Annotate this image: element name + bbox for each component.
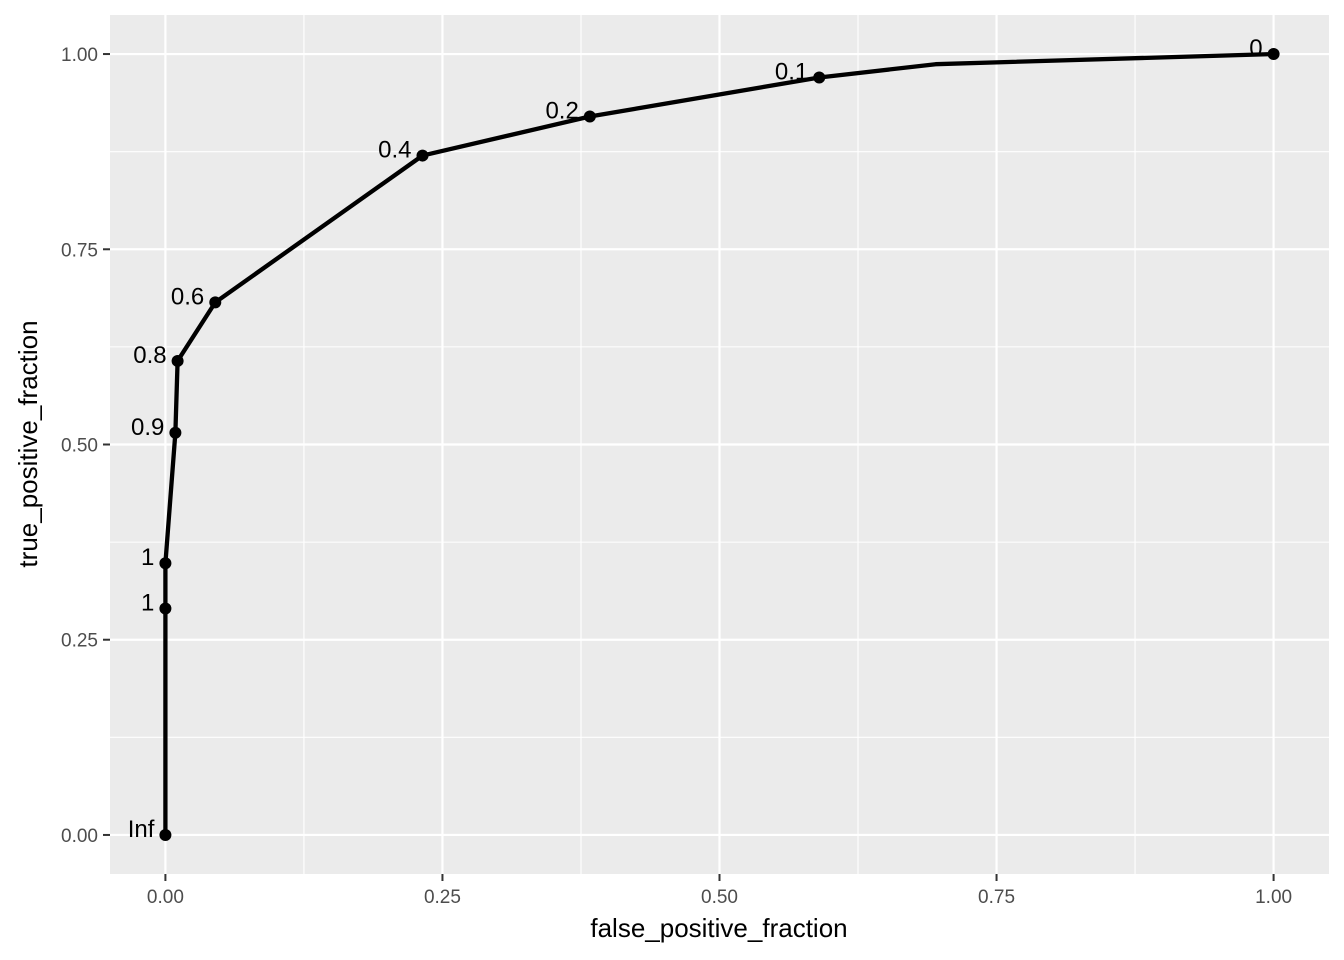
y-axis-tick-labels: 0.00 0.25 0.50 0.75 1.00 <box>61 45 98 847</box>
threshold-label: 1 <box>141 544 154 571</box>
threshold-points <box>159 48 1280 841</box>
threshold-label: 0.9 <box>131 414 164 441</box>
threshold-point <box>416 149 429 162</box>
x-tick-label: 0.75 <box>978 887 1015 908</box>
x-axis-title: false_positive_fraction <box>590 913 847 943</box>
threshold-point <box>1267 48 1280 61</box>
y-tick-label: 0.00 <box>61 826 98 847</box>
y-tick-label: 0.75 <box>61 240 98 261</box>
threshold-point <box>209 296 222 309</box>
axis-ticks <box>103 53 1275 881</box>
x-tick-label: 0.00 <box>147 887 184 908</box>
y-tick-label: 1.00 <box>61 45 98 66</box>
threshold-label: Inf <box>128 816 155 843</box>
x-axis-tick-labels: 0.00 0.25 0.50 0.75 1.00 <box>147 887 1292 908</box>
threshold-label: 0.2 <box>545 98 578 125</box>
threshold-labels: Inf 1 1 0.9 0.8 0.6 0.4 0.2 0.1 0 <box>128 35 1263 843</box>
threshold-point <box>169 426 182 439</box>
y-tick-label: 0.25 <box>61 631 98 652</box>
x-tick-label: 1.00 <box>1255 887 1292 908</box>
x-tick-label: 0.50 <box>701 887 738 908</box>
major-gridlines <box>110 15 1329 874</box>
threshold-label: 0.1 <box>775 58 808 85</box>
threshold-point <box>583 110 596 123</box>
x-tick-label: 0.25 <box>424 887 461 908</box>
threshold-label: 0 <box>1249 35 1262 62</box>
y-tick-label: 0.50 <box>61 436 98 457</box>
threshold-label: 0.8 <box>133 342 166 369</box>
threshold-point <box>159 557 172 570</box>
threshold-label: 0.6 <box>171 283 204 310</box>
threshold-label: 0.4 <box>378 137 411 164</box>
threshold-label: 1 <box>141 589 154 616</box>
threshold-point <box>813 71 826 84</box>
threshold-point <box>159 828 172 841</box>
y-axis-title: true_positive_fraction <box>13 320 43 567</box>
threshold-point <box>171 354 184 367</box>
threshold-point <box>159 602 172 615</box>
